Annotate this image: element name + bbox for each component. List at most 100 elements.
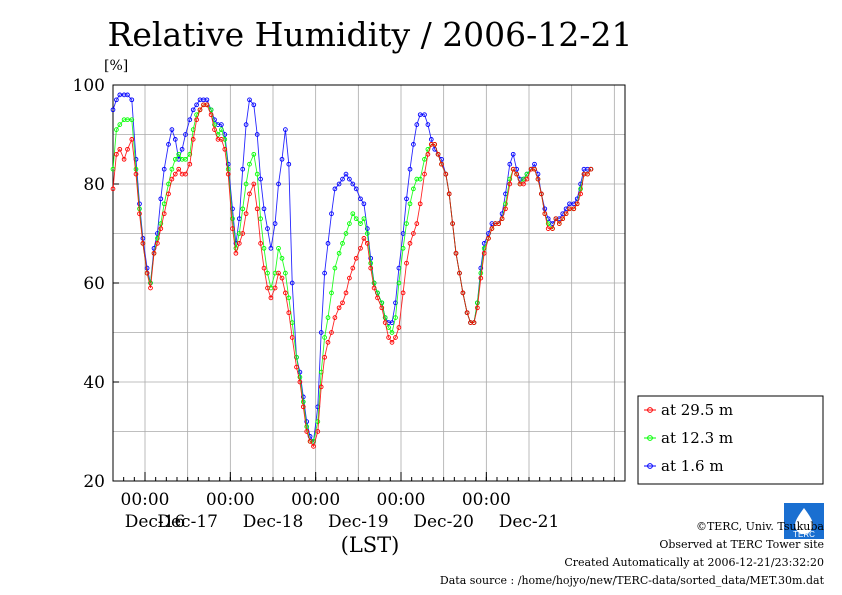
data-point <box>240 206 246 212</box>
data-point <box>187 161 193 167</box>
data-point <box>315 419 321 424</box>
data-point <box>294 354 299 360</box>
data-point <box>407 166 413 172</box>
data-point <box>539 191 544 197</box>
data-point <box>411 142 416 147</box>
data-point <box>258 176 263 182</box>
data-point <box>183 171 188 177</box>
data-point <box>389 340 395 345</box>
data-point <box>325 241 331 246</box>
x-date-label: Dec-16 <box>125 512 186 532</box>
data-point <box>166 191 171 197</box>
data-point <box>325 340 331 345</box>
data-point <box>254 206 260 212</box>
data-point <box>254 132 260 137</box>
data-point <box>129 137 135 142</box>
data-point <box>300 404 306 410</box>
data-point <box>166 142 171 147</box>
data-point <box>361 216 367 222</box>
x-time-label: 00:00 <box>121 490 170 510</box>
y-axis-unit: [%] <box>104 58 128 74</box>
data-point <box>347 221 352 226</box>
data-point <box>194 102 199 108</box>
data-point <box>230 216 235 222</box>
data-point <box>396 325 402 330</box>
data-point <box>158 226 164 231</box>
data-point <box>471 320 477 325</box>
data-point <box>110 186 116 192</box>
data-point <box>556 221 562 226</box>
data-point <box>486 236 491 241</box>
data-point <box>172 156 178 162</box>
data-point <box>350 265 356 271</box>
data-point <box>190 107 196 113</box>
data-point <box>212 122 217 127</box>
legend-label: at 1.6 m <box>661 457 724 475</box>
data-point <box>311 444 316 449</box>
data-point <box>503 201 508 207</box>
data-point <box>358 196 363 202</box>
data-point <box>283 270 288 276</box>
footer-created: Created Automatically at 2006-12-21/23:3… <box>564 556 824 569</box>
data-point <box>567 206 572 212</box>
legend-marker <box>647 407 653 413</box>
x-date-label: Dec-18 <box>243 512 304 532</box>
data-point <box>318 330 324 335</box>
data-point <box>265 226 270 231</box>
data-point <box>481 250 487 256</box>
data-point <box>532 161 537 167</box>
data-point <box>258 216 263 222</box>
data-point <box>361 201 367 207</box>
data-point <box>553 216 559 222</box>
data-point <box>322 270 327 276</box>
data-point <box>428 137 434 142</box>
data-point <box>233 250 239 256</box>
data-point <box>176 166 182 172</box>
data-point <box>350 211 356 217</box>
data-point <box>279 255 285 261</box>
data-point <box>521 181 526 187</box>
data-point <box>563 211 569 217</box>
data-point <box>347 275 352 281</box>
data-point <box>343 290 349 296</box>
data-point <box>161 211 167 217</box>
data-point <box>414 221 420 226</box>
data-point <box>571 206 577 212</box>
series-line <box>112 104 592 448</box>
data-point <box>140 241 146 246</box>
data-point <box>276 245 281 251</box>
data-point <box>117 146 123 152</box>
y-tick-label: 100 <box>73 76 105 96</box>
data-point <box>219 127 224 132</box>
data-point <box>478 275 484 281</box>
data-point <box>243 181 249 187</box>
data-point <box>332 265 338 271</box>
data-point <box>261 206 267 212</box>
data-point <box>322 335 327 340</box>
data-point <box>361 236 367 241</box>
data-point <box>240 166 246 172</box>
data-point <box>503 206 508 212</box>
data-point <box>336 250 342 256</box>
data-point <box>332 186 338 192</box>
data-point <box>460 290 466 296</box>
data-point <box>524 176 530 182</box>
data-point <box>258 241 263 246</box>
data-point <box>148 285 153 291</box>
data-point <box>411 186 416 192</box>
data-point <box>219 122 224 127</box>
data-point <box>169 166 175 172</box>
data-point <box>450 221 455 226</box>
data-point <box>283 127 288 132</box>
water-drop-icon <box>795 508 813 534</box>
data-point <box>422 112 427 118</box>
data-point <box>176 151 182 157</box>
data-point <box>315 429 321 434</box>
data-point <box>158 196 164 202</box>
data-point <box>286 310 292 316</box>
data-point <box>222 146 228 152</box>
data-point <box>414 122 420 127</box>
legend-box <box>637 395 824 485</box>
data-point <box>353 255 359 261</box>
